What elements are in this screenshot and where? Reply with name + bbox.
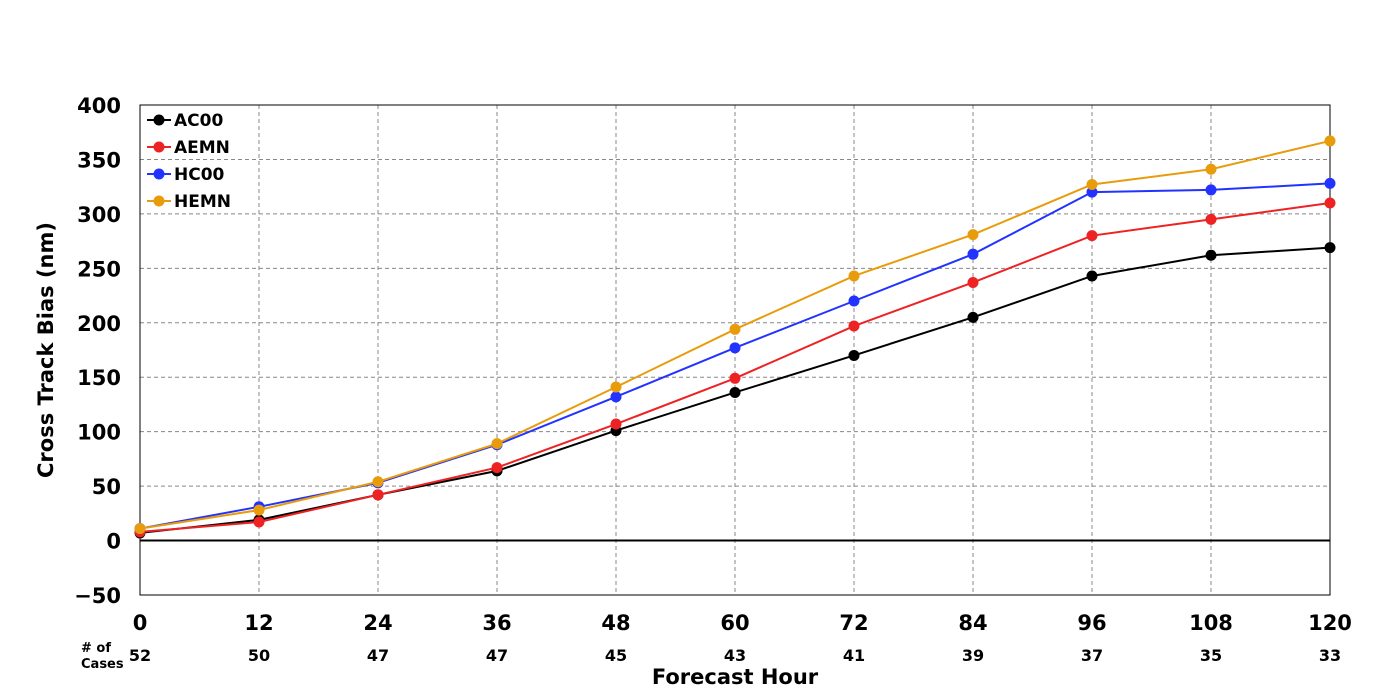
data-point-hc00 (1086, 186, 1098, 198)
x-tick-label: 84 (958, 611, 987, 635)
data-point-hemn (967, 229, 979, 241)
x-tick-label: 36 (482, 611, 511, 635)
data-point-ac00 (967, 311, 979, 323)
data-point-hc00 (729, 342, 741, 354)
legend-swatch-marker (153, 195, 165, 207)
legend-item-hc00: HC00 (147, 165, 225, 185)
data-point-aemn (372, 489, 384, 501)
case-count: 39 (962, 646, 984, 665)
case-count: 35 (1200, 646, 1222, 665)
data-point-hemn (134, 523, 146, 535)
y-tick-labels: −50 0 50 100 150 200 250 300 350 400 (74, 94, 121, 608)
data-point-hemn (491, 438, 503, 450)
data-point-hemn (1324, 135, 1336, 147)
data-point-aemn (610, 418, 622, 430)
case-count: 41 (843, 646, 865, 665)
x-tick-label: 0 (133, 611, 148, 635)
legend-label: AEMN (174, 138, 230, 158)
data-point-hc00 (967, 248, 979, 260)
data-point-hemn (1205, 163, 1217, 175)
case-count: 43 (724, 646, 746, 665)
cases-label-line1: # of (81, 641, 111, 656)
x-tick-label: 120 (1308, 611, 1352, 635)
y-tick-label: 100 (77, 421, 121, 445)
data-point-ac00 (848, 349, 860, 361)
data-point-hemn (372, 476, 384, 488)
legend-item-ac00: AC00 (147, 111, 223, 131)
y-tick-label: 300 (77, 203, 121, 227)
data-point-ac00 (1086, 270, 1098, 282)
legend-label: HC00 (174, 165, 225, 185)
plot-frame (139, 104, 1331, 596)
case-count: 47 (486, 646, 508, 665)
x-tick-label: 12 (244, 611, 273, 635)
y-tick-label: 200 (77, 312, 121, 336)
data-point-aemn (1324, 197, 1336, 209)
data-point-hc00 (1324, 177, 1336, 189)
case-count: 37 (1081, 646, 1103, 665)
case-count: 33 (1319, 646, 1341, 665)
x-tick-label: 24 (363, 611, 392, 635)
y-tick-label: 250 (77, 257, 121, 281)
data-point-hc00 (610, 391, 622, 403)
y-axis-label: Cross Track Bias (nm) (34, 222, 58, 478)
y-tick-label: 50 (92, 475, 121, 499)
legend: AC00 AEMN HC00 HEMN (147, 111, 231, 212)
data-point-ac00 (729, 386, 741, 398)
data-point-ac00 (1324, 242, 1336, 254)
data-point-hemn (610, 381, 622, 393)
case-count: 45 (605, 646, 627, 665)
data-point-ac00 (1205, 249, 1217, 261)
legend-label: AC00 (174, 111, 223, 131)
legend-item-aemn: AEMN (147, 138, 230, 158)
data-point-aemn (253, 516, 265, 528)
x-axis-label: Forecast Hour (652, 665, 819, 689)
x-tick-label: 72 (839, 611, 868, 635)
series-layer (134, 135, 1336, 539)
data-point-hc00 (848, 295, 860, 307)
data-point-aemn (1205, 213, 1217, 225)
legend-item-hemn: HEMN (147, 192, 231, 212)
case-count: 50 (248, 646, 270, 665)
y-tick-label: 350 (77, 148, 121, 172)
x-tick-labels: 0 12 24 36 48 60 72 84 96 108 120 (133, 611, 1352, 635)
data-point-hc00 (1205, 184, 1217, 196)
grid-lines (140, 105, 1330, 595)
legend-swatch-marker (153, 114, 165, 126)
y-tick-label: 0 (106, 530, 121, 554)
legend-swatch-marker (153, 168, 165, 180)
y-tick-label: −50 (74, 584, 121, 608)
x-tick-label: 108 (1189, 611, 1233, 635)
case-counts: 52 50 47 47 45 43 41 39 37 35 33 (129, 646, 1341, 665)
data-point-hemn (848, 270, 860, 282)
x-tick-label: 48 (601, 611, 630, 635)
data-point-aemn (967, 276, 979, 288)
legend-label: HEMN (174, 192, 231, 212)
series-hemn (134, 135, 1336, 535)
data-point-aemn (1086, 230, 1098, 242)
data-point-aemn (729, 372, 741, 384)
x-tick-label: 60 (720, 611, 749, 635)
legend-swatch-marker (153, 141, 165, 153)
data-point-hemn (1086, 178, 1098, 190)
cases-label-line2: Cases (81, 657, 124, 672)
x-tick-label: 96 (1077, 611, 1106, 635)
case-count: 52 (129, 646, 151, 665)
data-point-aemn (848, 320, 860, 332)
data-point-aemn (491, 462, 503, 474)
series-aemn (134, 197, 1336, 538)
case-count: 47 (367, 646, 389, 665)
data-point-hemn (253, 504, 265, 516)
y-tick-label: 150 (77, 366, 121, 390)
data-point-hemn (729, 323, 741, 335)
y-tick-label: 400 (77, 94, 121, 118)
